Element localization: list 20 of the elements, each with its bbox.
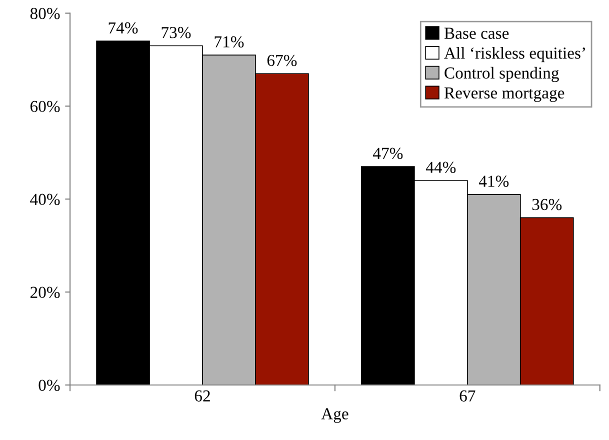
data-label: 36% xyxy=(532,198,562,210)
y-tick-label: 0% xyxy=(38,380,60,391)
data-label: 74% xyxy=(108,22,138,34)
legend-label: All ‘riskless equities’ xyxy=(444,47,585,62)
data-label: 73% xyxy=(162,26,191,38)
legend-label: Base case xyxy=(444,28,509,39)
y-tick-label: 60% xyxy=(30,100,60,112)
y-tick-label: 20% xyxy=(30,286,60,298)
data-label: 44% xyxy=(426,162,456,174)
y-tick-label: 40% xyxy=(30,194,60,206)
data-label: 67% xyxy=(267,54,297,66)
data-label: 47% xyxy=(372,148,403,160)
x-tick-label: 62 xyxy=(194,390,210,402)
legend-label: Control spending xyxy=(444,66,559,82)
data-label: 71% xyxy=(214,36,244,48)
legend-label: Reverse mortgage xyxy=(444,87,564,102)
y-tick-label: 80% xyxy=(30,8,60,20)
x-tick-label: 67 xyxy=(460,390,476,402)
data-label: 41% xyxy=(478,176,509,187)
x-axis-title: Age xyxy=(321,408,348,423)
